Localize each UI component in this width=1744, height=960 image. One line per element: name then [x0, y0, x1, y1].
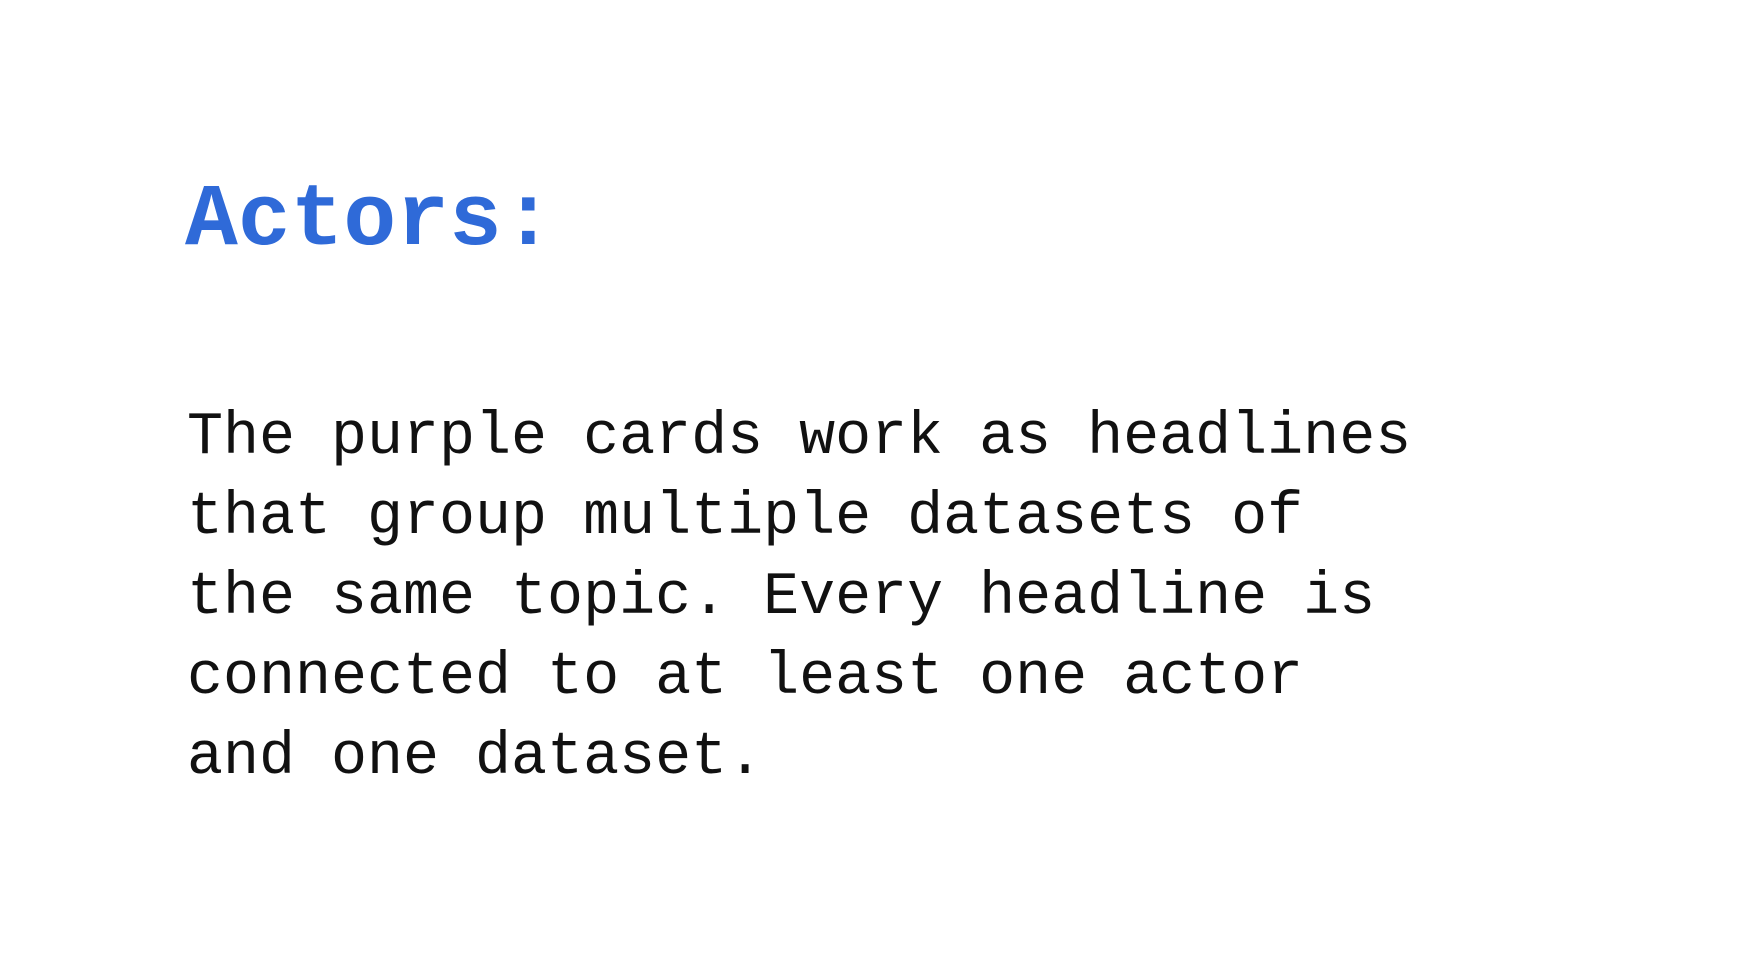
body-line: that group multiple datasets of [187, 484, 1304, 552]
slide-title: Actors: [185, 172, 555, 271]
body-line: the same topic. Every headline is [187, 564, 1376, 632]
body-line: connected to at least one actor [187, 644, 1304, 712]
body-line: and one dataset. [187, 724, 764, 792]
body-line: The purple cards work as headlines [187, 404, 1412, 472]
slide-body-text: The purple cards work as headlines that … [187, 398, 1411, 798]
